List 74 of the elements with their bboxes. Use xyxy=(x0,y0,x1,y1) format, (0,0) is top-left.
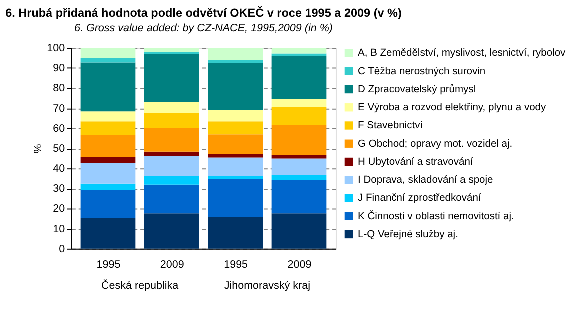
bar xyxy=(208,48,263,60)
chart-title: 6. Hrubá přidaná hodnota podle odvětví OKEČ v roce 1995 a 2009 (v %) xyxy=(6,6,402,20)
bar xyxy=(144,128,200,152)
legend-label: H Ubytování a stravování xyxy=(358,156,474,168)
bar xyxy=(208,176,263,180)
y-tick-label: 0 xyxy=(59,243,66,256)
bar xyxy=(144,113,200,128)
text: Jihomoravský kraj xyxy=(224,280,310,292)
y-axis-title: % xyxy=(32,144,44,154)
bar xyxy=(80,58,136,63)
legend-label: G Obchod; opravy mot. vozidel aj. xyxy=(358,138,513,150)
y-tick-label: 10 xyxy=(53,223,66,236)
bar xyxy=(144,176,200,185)
bar xyxy=(80,135,136,158)
bar xyxy=(144,102,200,114)
legend-label: I Doprava, skladování a spoje xyxy=(358,175,494,186)
x-tick-label: 1995 xyxy=(224,259,248,272)
bar xyxy=(208,154,263,158)
y-tick-label: 20 xyxy=(53,203,66,216)
bar xyxy=(80,48,136,58)
bar xyxy=(272,54,327,56)
bar xyxy=(272,56,327,100)
bar xyxy=(144,156,200,176)
y-tick-label: 50 xyxy=(53,142,66,155)
bar xyxy=(80,190,136,218)
bar xyxy=(272,175,327,180)
bar xyxy=(144,152,200,156)
bar xyxy=(272,214,327,249)
bar xyxy=(80,163,136,184)
bar xyxy=(144,214,200,249)
bar xyxy=(272,48,327,54)
bar xyxy=(272,180,327,214)
bar xyxy=(272,154,327,159)
bar xyxy=(272,99,327,108)
legend-label: D Zpracovatelský průmysl xyxy=(358,83,476,96)
chart-subtitle: 6. Gross value added: by CZ-NACE, 1995,2009 (in %) xyxy=(74,22,333,34)
x-tick-label: 2009 xyxy=(288,259,312,272)
bar xyxy=(272,107,327,126)
legend-label: K Činnosti v oblasti nemovitostí aj. xyxy=(358,210,514,222)
bar xyxy=(80,62,136,112)
x-tick-label: 2009 xyxy=(160,259,184,272)
legend-label: E Výroba a rozvod elektřiny, plynu a vody xyxy=(358,102,547,114)
y-tick-label: 70 xyxy=(53,102,66,115)
y-tick-label: 40 xyxy=(53,163,66,176)
bar xyxy=(208,217,263,249)
bar xyxy=(272,158,327,176)
legend-label: A, B Zemědělství, myslivost, lesnictví, rybolov xyxy=(358,48,567,60)
bar xyxy=(80,184,136,190)
y-tick-label: 90 xyxy=(53,62,66,75)
bar xyxy=(80,112,136,122)
bar xyxy=(208,110,263,122)
bar xyxy=(208,62,263,110)
y-tick-label: 60 xyxy=(53,122,66,135)
bar xyxy=(272,125,327,155)
y-tick-label: 30 xyxy=(53,183,66,196)
bar xyxy=(80,158,136,164)
legend-label: F Stavebnictví xyxy=(358,120,424,132)
legend-label: J Finanční zprostředkování xyxy=(358,193,482,204)
bar xyxy=(208,60,263,63)
bar xyxy=(208,122,263,135)
text: Česká republika xyxy=(101,279,179,292)
x-tick-label: 1995 xyxy=(96,259,121,272)
legend-label: L-Q Veřejné služby aj. xyxy=(358,229,458,240)
bar xyxy=(144,54,200,102)
bar xyxy=(208,134,263,154)
y-tick-label: 100 xyxy=(47,42,66,55)
bar xyxy=(208,179,263,218)
bar xyxy=(144,184,200,214)
bar xyxy=(208,158,263,176)
y-tick-label: 80 xyxy=(53,82,66,95)
bar xyxy=(144,48,200,53)
bar xyxy=(80,218,136,249)
bar xyxy=(80,122,136,136)
legend-label: C Těžba nerostných surovin xyxy=(358,66,486,78)
